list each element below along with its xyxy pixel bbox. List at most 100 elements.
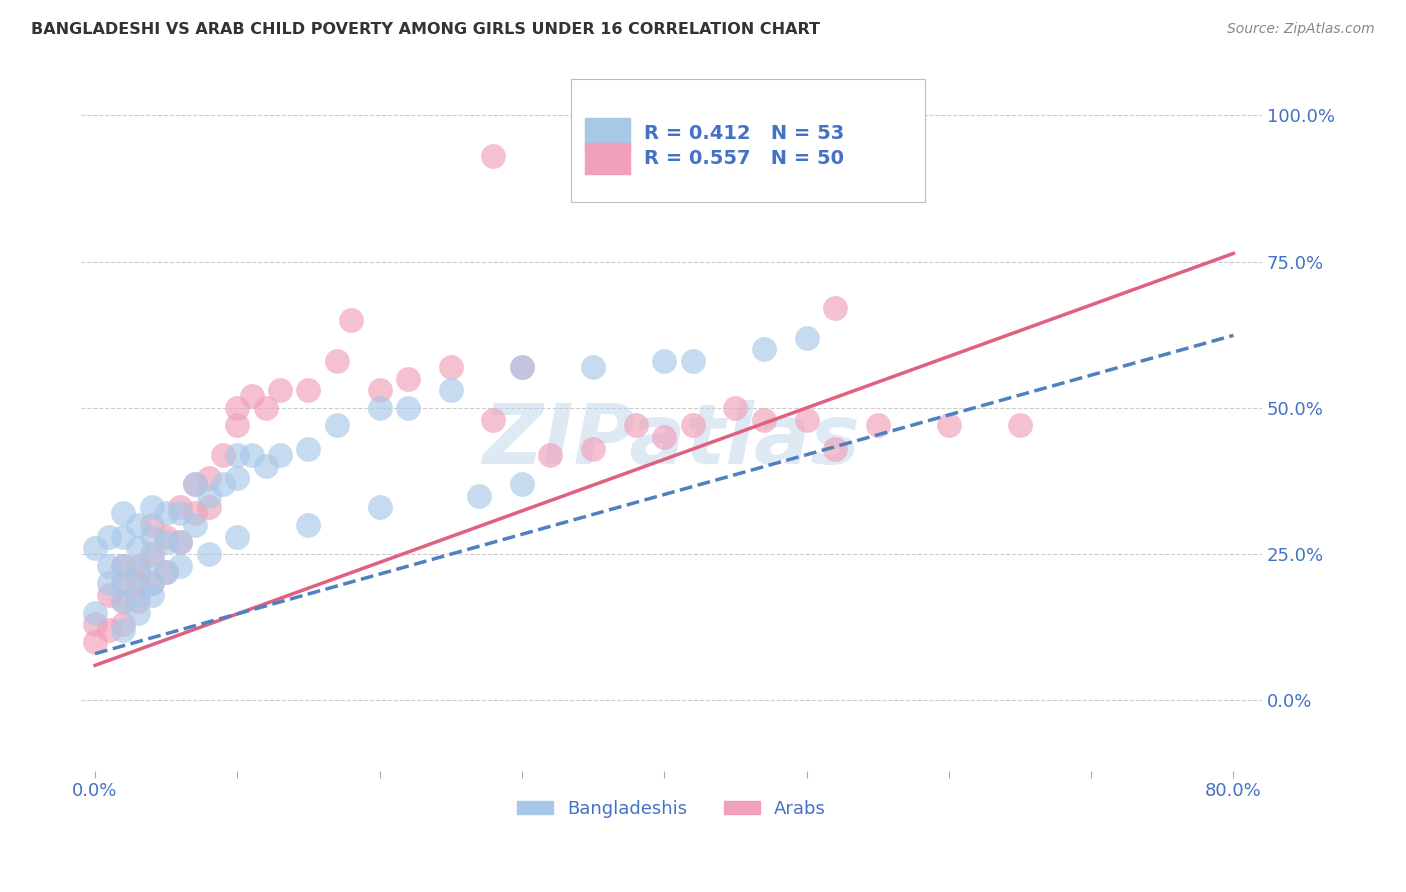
Point <box>212 477 235 491</box>
Point <box>155 506 177 520</box>
Bar <box>585 118 630 149</box>
Point <box>752 343 775 357</box>
Point <box>482 412 505 426</box>
Point <box>440 359 463 374</box>
Point <box>112 558 135 573</box>
Legend: Bangladeshis, Arabs: Bangladeshis, Arabs <box>509 792 834 825</box>
Point <box>269 384 291 398</box>
Point <box>752 412 775 426</box>
Point <box>938 418 960 433</box>
FancyBboxPatch shape <box>571 79 925 202</box>
Point <box>240 389 263 403</box>
Point <box>112 594 135 608</box>
Point <box>112 594 135 608</box>
Point <box>141 576 163 591</box>
Point <box>226 448 249 462</box>
Point <box>98 588 121 602</box>
Point <box>297 517 319 532</box>
Point <box>141 547 163 561</box>
Point <box>796 331 818 345</box>
Point <box>98 558 121 573</box>
Point <box>183 506 205 520</box>
Point <box>198 547 221 561</box>
Text: ZIPatlas: ZIPatlas <box>482 401 860 481</box>
Text: Source: ZipAtlas.com: Source: ZipAtlas.com <box>1227 22 1375 37</box>
Point <box>141 530 163 544</box>
Point <box>98 576 121 591</box>
Point <box>112 576 135 591</box>
Point <box>127 594 149 608</box>
Point <box>127 606 149 620</box>
Point <box>482 149 505 163</box>
Point <box>198 489 221 503</box>
Point <box>269 448 291 462</box>
Point <box>169 535 191 549</box>
Point <box>226 530 249 544</box>
Point <box>198 500 221 515</box>
Point <box>198 471 221 485</box>
Point <box>468 489 491 503</box>
Point <box>98 624 121 638</box>
Point <box>141 500 163 515</box>
Point <box>169 500 191 515</box>
Point <box>396 401 419 415</box>
Point <box>183 517 205 532</box>
Point <box>368 401 391 415</box>
Point <box>254 459 277 474</box>
Point <box>169 558 191 573</box>
Point <box>582 359 605 374</box>
Point <box>510 477 533 491</box>
Text: BANGLADESHI VS ARAB CHILD POVERTY AMONG GIRLS UNDER 16 CORRELATION CHART: BANGLADESHI VS ARAB CHILD POVERTY AMONG … <box>31 22 820 37</box>
Point <box>141 576 163 591</box>
Point <box>141 517 163 532</box>
Point <box>112 558 135 573</box>
Point <box>112 530 135 544</box>
Point <box>155 565 177 579</box>
Point <box>84 635 107 649</box>
Point <box>155 565 177 579</box>
Point <box>297 442 319 456</box>
Point <box>84 541 107 556</box>
Point <box>226 418 249 433</box>
Point <box>183 477 205 491</box>
Point <box>127 576 149 591</box>
Point <box>98 530 121 544</box>
Point <box>297 384 319 398</box>
Point <box>1008 418 1031 433</box>
Bar <box>585 143 630 174</box>
Point <box>127 558 149 573</box>
Point <box>824 301 846 316</box>
Point <box>796 412 818 426</box>
Point <box>112 624 135 638</box>
Point <box>340 313 363 327</box>
Point <box>582 442 605 456</box>
Point <box>368 500 391 515</box>
Point <box>240 448 263 462</box>
Point <box>652 430 675 444</box>
Point <box>127 517 149 532</box>
Point <box>127 565 149 579</box>
Point <box>824 442 846 456</box>
Point <box>212 448 235 462</box>
Point <box>141 553 163 567</box>
Point <box>254 401 277 415</box>
Point <box>127 588 149 602</box>
Point <box>866 418 889 433</box>
Text: R = 0.412   N = 53: R = 0.412 N = 53 <box>644 124 845 143</box>
Point <box>682 354 704 368</box>
Point <box>155 535 177 549</box>
Point <box>169 506 191 520</box>
Point <box>396 371 419 385</box>
Point <box>510 359 533 374</box>
Point <box>440 384 463 398</box>
Point <box>141 588 163 602</box>
Point <box>652 354 675 368</box>
Point <box>155 530 177 544</box>
Point <box>682 418 704 433</box>
Point <box>326 418 349 433</box>
Point <box>127 541 149 556</box>
Point <box>84 617 107 632</box>
Text: R = 0.557   N = 50: R = 0.557 N = 50 <box>644 149 844 168</box>
Point <box>624 418 647 433</box>
Point <box>538 448 561 462</box>
